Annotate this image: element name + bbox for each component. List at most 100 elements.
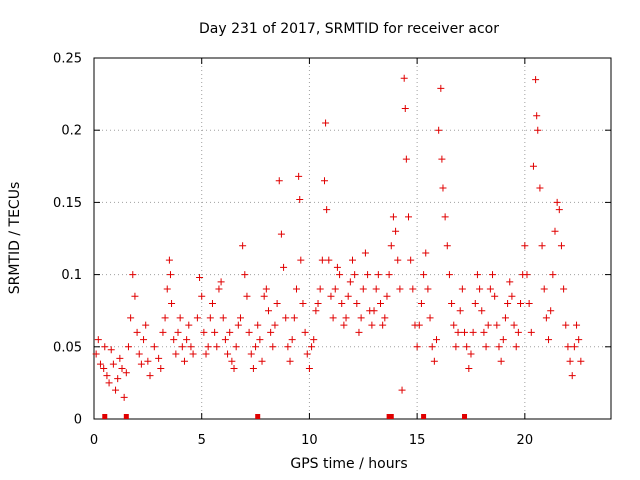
data-point xyxy=(428,343,436,351)
data-point xyxy=(491,292,499,300)
data-point xyxy=(282,314,290,322)
data-point xyxy=(299,299,307,307)
data-point xyxy=(224,350,232,358)
data-point xyxy=(183,336,191,344)
data-point xyxy=(310,336,318,344)
data-point xyxy=(564,343,572,351)
data-point xyxy=(331,285,339,293)
data-point xyxy=(359,285,367,293)
data-point xyxy=(180,357,188,365)
data-point xyxy=(129,271,137,279)
data-point xyxy=(407,256,415,264)
data-point xyxy=(142,321,150,329)
data-point xyxy=(172,350,180,358)
data-point xyxy=(534,126,542,134)
data-point xyxy=(273,299,281,307)
data-point xyxy=(228,357,236,365)
data-point xyxy=(112,386,120,394)
data-point xyxy=(122,369,130,377)
data-point xyxy=(107,346,115,354)
data-point xyxy=(252,343,260,351)
data-point xyxy=(187,343,195,351)
data-point xyxy=(159,328,167,336)
data-point xyxy=(292,285,300,293)
data-point xyxy=(342,314,350,322)
data-point xyxy=(232,343,240,351)
data-point xyxy=(533,112,541,120)
grid xyxy=(94,58,611,419)
data-point xyxy=(206,314,214,322)
data-point xyxy=(230,364,238,372)
data-point xyxy=(189,350,197,358)
y-tick-label: 0 xyxy=(74,413,82,428)
data-point xyxy=(236,314,244,322)
data-point xyxy=(185,321,193,329)
data-point xyxy=(461,328,469,336)
data-point xyxy=(166,271,174,279)
data-point xyxy=(271,321,279,329)
data-point xyxy=(504,299,512,307)
x-axis-label: GPS time / hours xyxy=(290,456,407,472)
data-point xyxy=(213,343,221,351)
data-point xyxy=(437,84,445,92)
data-point xyxy=(387,242,395,250)
data-point xyxy=(555,206,563,214)
data-point xyxy=(327,292,335,300)
data-point xyxy=(296,196,304,204)
x-tick-label: 5 xyxy=(198,433,206,448)
data-point xyxy=(570,343,578,351)
data-point xyxy=(249,364,257,372)
data-point xyxy=(200,328,208,336)
x-tick-label: 0 xyxy=(90,433,98,448)
data-point xyxy=(346,278,354,286)
data-point xyxy=(566,357,574,365)
data-point xyxy=(340,321,348,329)
data-point xyxy=(312,307,320,315)
data-point xyxy=(226,328,234,336)
data-point xyxy=(314,299,322,307)
data-point xyxy=(426,314,434,322)
data-point xyxy=(204,343,212,351)
data-point xyxy=(445,271,453,279)
data-point xyxy=(538,242,546,250)
axis-ticks: 0 5 10 15 20 0 0.05 0.1 0.15 0.2 0.25 xyxy=(53,52,611,448)
data-point xyxy=(484,321,492,329)
data-point xyxy=(241,271,249,279)
data-point xyxy=(131,292,139,300)
data-point xyxy=(163,285,171,293)
plot-frame xyxy=(93,57,612,420)
data-point xyxy=(297,256,305,264)
data-point xyxy=(114,375,122,383)
data-point xyxy=(280,263,288,271)
data-point xyxy=(260,292,268,300)
y-tick-label: 0.2 xyxy=(61,124,82,139)
data-point xyxy=(198,292,206,300)
data-point xyxy=(116,354,124,362)
data-point xyxy=(100,364,108,372)
data-point xyxy=(463,343,471,351)
data-point xyxy=(256,336,264,344)
data-point xyxy=(448,299,456,307)
data-point xyxy=(234,321,242,329)
data-point xyxy=(150,343,158,351)
data-point xyxy=(196,273,204,281)
data-point xyxy=(512,343,520,351)
data-point xyxy=(161,314,169,322)
data-point xyxy=(379,321,387,329)
data-point xyxy=(450,321,458,329)
data-point xyxy=(109,360,117,368)
data-point xyxy=(471,299,479,307)
data-point xyxy=(264,307,272,315)
data-point xyxy=(178,343,186,351)
data-point xyxy=(456,307,464,315)
data-point xyxy=(478,307,486,315)
data-point xyxy=(262,285,270,293)
data-point xyxy=(211,328,219,336)
data-point xyxy=(495,343,503,351)
data-point xyxy=(560,285,568,293)
data-point xyxy=(467,350,475,358)
data-point xyxy=(370,307,378,315)
data-point xyxy=(409,285,417,293)
data-point xyxy=(430,357,438,365)
